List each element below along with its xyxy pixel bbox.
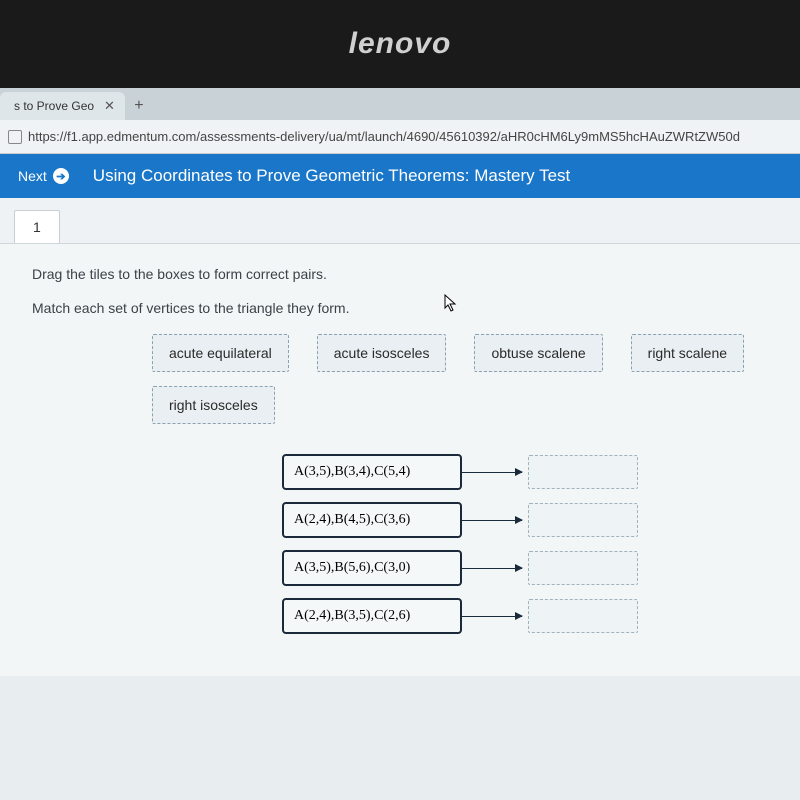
drop-target[interactable]	[528, 599, 638, 633]
question-number-tab[interactable]: 1	[14, 210, 60, 243]
next-button[interactable]: Next ➔	[18, 168, 69, 184]
content-area: 1 Drag the tiles to the boxes to form co…	[0, 198, 800, 676]
browser-tab-bar: s to Prove Geo ✕ +	[0, 88, 800, 120]
arrow-right-icon: ➔	[53, 168, 69, 184]
cursor-icon	[444, 294, 458, 317]
arrow-icon	[462, 568, 522, 569]
match-row: A(2,4),B(4,5),C(3,6)	[282, 502, 774, 538]
instruction-line-2: Match each set of vertices to the triang…	[32, 300, 774, 316]
tab-title: s to Prove Geo	[14, 99, 94, 113]
vertices-box: A(3,5),B(3,4),C(5,4)	[282, 454, 462, 490]
laptop-bezel: lenovo	[0, 0, 800, 88]
match-row: A(2,4),B(3,5),C(2,6)	[282, 598, 774, 634]
matching-area: A(3,5),B(3,4),C(5,4) A(2,4),B(4,5),C(3,6…	[282, 454, 774, 634]
drop-target[interactable]	[528, 503, 638, 537]
arrow-icon	[462, 472, 522, 473]
answer-tile[interactable]: acute equilateral	[152, 334, 289, 372]
match-row: A(3,5),B(5,6),C(3,0)	[282, 550, 774, 586]
drop-target[interactable]	[528, 551, 638, 585]
close-icon[interactable]: ✕	[104, 98, 115, 114]
screen: s to Prove Geo ✕ + https://f1.app.edment…	[0, 88, 800, 800]
answer-tile[interactable]: right scalene	[631, 334, 744, 372]
drop-target[interactable]	[528, 455, 638, 489]
vertices-box: A(2,4),B(3,5),C(2,6)	[282, 598, 462, 634]
laptop-brand-logo: lenovo	[349, 27, 452, 61]
question-card: Drag the tiles to the boxes to form corr…	[0, 243, 800, 676]
arrow-icon	[462, 520, 522, 521]
app-header: Next ➔ Using Coordinates to Prove Geomet…	[0, 154, 800, 198]
page-title: Using Coordinates to Prove Geometric The…	[93, 166, 570, 186]
answer-tile[interactable]: right isosceles	[152, 386, 275, 424]
instruction-line-1: Drag the tiles to the boxes to form corr…	[32, 266, 774, 282]
vertices-box: A(2,4),B(4,5),C(3,6)	[282, 502, 462, 538]
site-info-icon[interactable]	[8, 130, 22, 144]
arrow-icon	[462, 616, 522, 617]
match-row: A(3,5),B(3,4),C(5,4)	[282, 454, 774, 490]
answer-tiles-row-2: right isosceles	[152, 386, 774, 424]
answer-tiles-row: acute equilateral acute isosceles obtuse…	[152, 334, 774, 372]
url-text: https://f1.app.edmentum.com/assessments-…	[28, 129, 740, 144]
url-bar[interactable]: https://f1.app.edmentum.com/assessments-…	[0, 120, 800, 154]
next-label: Next	[18, 168, 47, 184]
browser-tab[interactable]: s to Prove Geo ✕	[0, 92, 125, 120]
answer-tile[interactable]: acute isosceles	[317, 334, 447, 372]
new-tab-button[interactable]: +	[125, 92, 153, 120]
vertices-box: A(3,5),B(5,6),C(3,0)	[282, 550, 462, 586]
question-tabs: 1	[0, 198, 800, 243]
answer-tile[interactable]: obtuse scalene	[474, 334, 602, 372]
